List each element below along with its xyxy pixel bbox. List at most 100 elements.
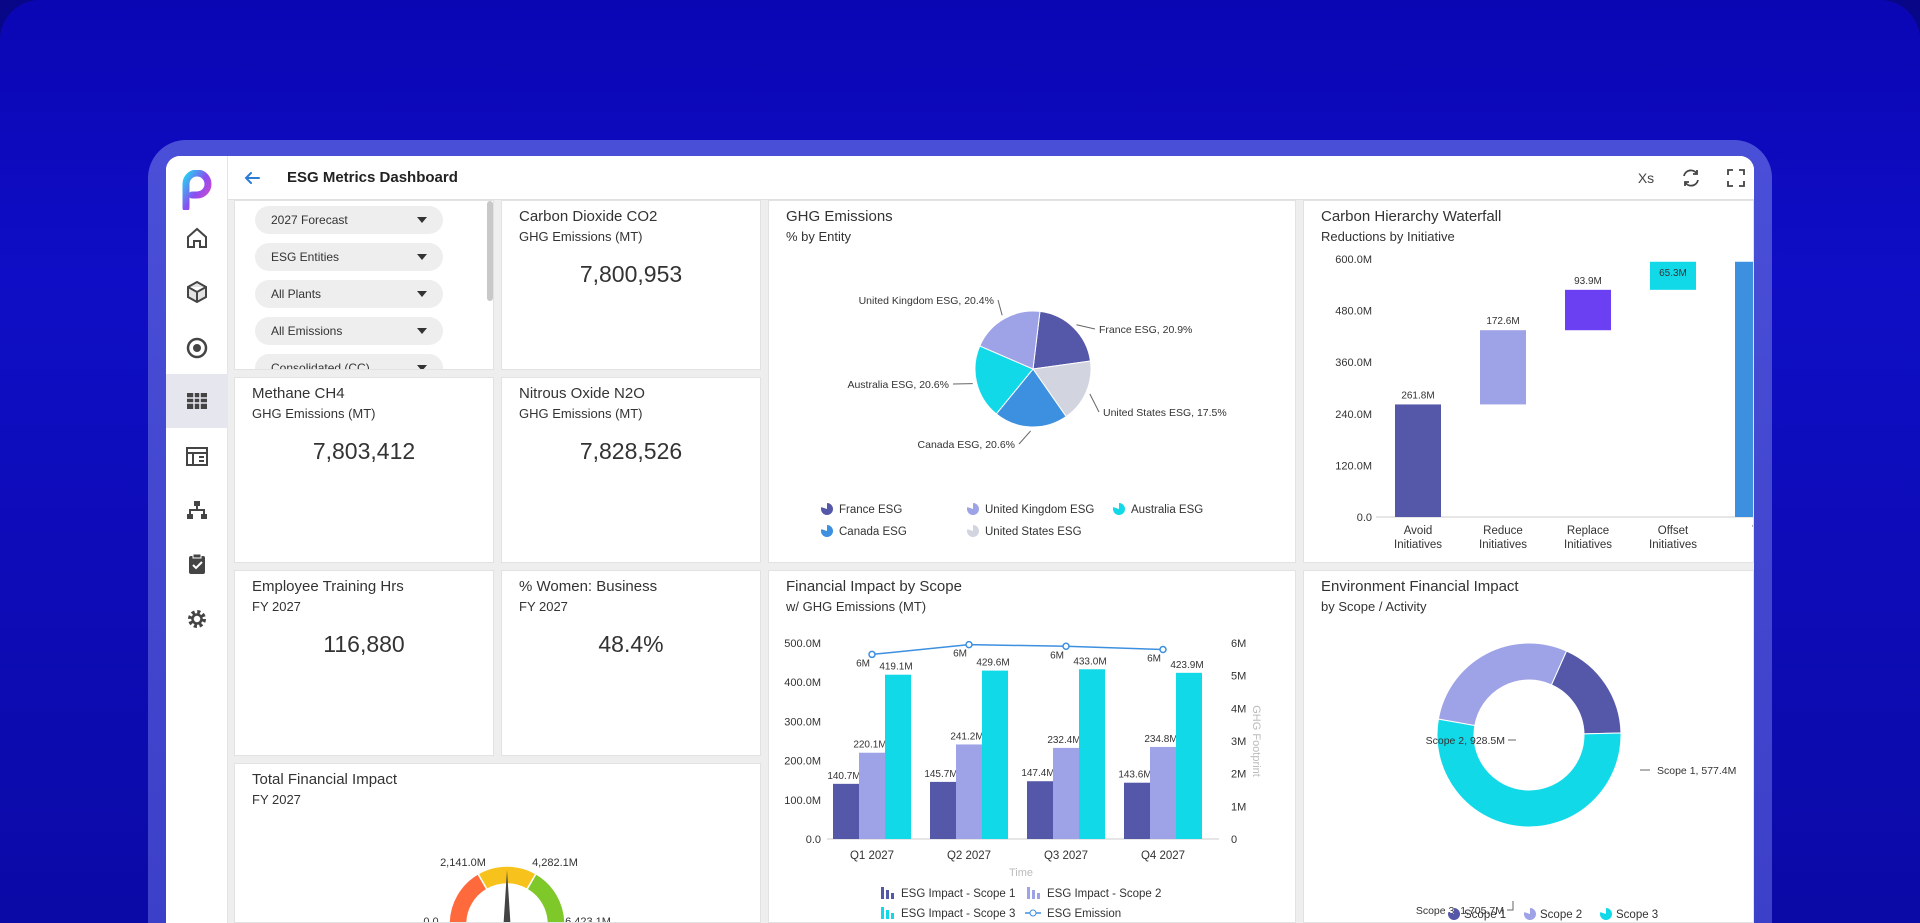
x-axis-tick-label: Initiatives [1649,539,1697,551]
sidebar-item-home[interactable] [166,211,228,265]
card-title: Methane CH4 [252,385,345,402]
card-title: GHG Emissions [786,208,893,225]
bar-value-label: 145.7M [924,769,957,780]
back-arrow-icon[interactable] [240,166,264,190]
pie-slice[interactable] [1032,360,1092,418]
waterfall-bar[interactable] [1735,261,1754,517]
sidebar-item-grid[interactable] [166,374,228,428]
filters-card: 2027 Forecast ESG Entities All Plants All E… [234,200,494,370]
waterfall-bar[interactable] [1650,261,1696,290]
sidebar [166,156,228,923]
filter-dropdown[interactable]: ESG Entities [255,243,443,271]
emission-line [871,643,1164,656]
y-axis-tick-label: 0.0 [806,834,821,846]
sidebar-item-target[interactable] [166,321,228,375]
building-icon [186,447,208,466]
gauge-needle [503,870,511,922]
legend-pie-icon [967,525,979,537]
pie-leader-line [1076,324,1096,330]
bar[interactable] [1079,669,1105,839]
gauge-band [448,872,489,922]
env-donut-chart: Scope 1, 577.4M Scope 3, 1,705.7M Scope 2,… [1416,642,1736,921]
donut-slice[interactable] [1550,650,1622,735]
app-logo[interactable] [182,170,212,210]
pie-slice-label: Canada ESG, 20.6% [918,439,1015,451]
bar[interactable] [1027,781,1053,839]
kpi-card-n2o: Nitrous Oxide N2O GHG Emissions (MT) 7,8… [501,377,761,563]
donut-slice[interactable] [1437,642,1568,727]
bar[interactable] [859,752,885,839]
waterfall-bar[interactable] [1395,404,1441,517]
bar[interactable] [930,781,956,839]
bar-value-label: 147.4M [1021,768,1054,779]
legend-pie-icon [1600,908,1612,920]
line-point[interactable] [965,640,973,649]
legend-line-point [1029,909,1037,917]
bar[interactable] [956,744,982,839]
chevron-down-icon [417,254,427,260]
card-subtitle: % by Entity [786,229,852,244]
donut-slice[interactable] [1436,718,1622,828]
app-window: ESG Metrics Dashboard Xs 2027 Forecast ES… [166,156,1754,923]
y2-axis-title: GHG Footprint [1250,705,1262,777]
pie-slice[interactable] [995,368,1067,428]
y-axis-tick-label: 300.0M [784,716,821,728]
line-value-label: 6M [1147,654,1161,665]
line-point[interactable] [1062,642,1070,651]
bar-value-label: 65.3M [1659,268,1687,279]
filter-dropdown[interactable]: All Emissions [255,317,443,345]
bar-value-label: 419.1M [879,662,912,673]
card-subtitle: w/ GHG Emissions (MT) [786,599,927,614]
sidebar-item-building[interactable] [166,429,228,483]
kpi-card-women: % Women: Business FY 2027 48.4% [501,570,761,756]
bar-value-label: 172.6M [1486,316,1519,327]
bar[interactable] [1053,747,1079,839]
gauge-tick-label: 2,141.0M [440,857,486,869]
card-subtitle: FY 2027 [519,599,568,614]
bar[interactable] [1124,782,1150,839]
env-impact-card: Environment Financial Impact by Scope / … [1303,570,1754,923]
card-title: Financial Impact by Scope [786,578,962,595]
card-title: Employee Training Hrs [252,578,404,595]
filter-dropdown[interactable]: 2027 Forecast [255,206,443,234]
fullscreen-icon[interactable] [1724,166,1748,190]
bar-value-label: 261.8M [1401,390,1434,401]
sidebar-item-gear[interactable] [166,592,228,646]
x-axis-tick-label: Q1 2027 [850,850,894,862]
y-axis-tick-label: 360.0M [1335,357,1372,369]
waterfall-bar[interactable] [1480,330,1526,405]
top-bar: ESG Metrics Dashboard Xs [228,156,1754,200]
legend-bar-icon [1027,887,1030,899]
sidebar-item-hierarchy[interactable] [166,483,228,537]
waterfall-bar[interactable] [1565,289,1611,331]
pie-slice[interactable] [979,310,1041,370]
hierarchy-icon [187,501,207,519]
legend-label: ESG Impact - Scope 3 [901,908,1015,920]
card-subtitle: FY 2027 [252,599,301,614]
donut-leader-line [1507,901,1514,911]
line-point[interactable] [1159,645,1167,654]
bar[interactable] [982,670,1008,839]
page-title: ESG Metrics Dashboard [287,169,458,186]
card-title: Environment Financial Impact [1321,578,1519,595]
refresh-icon[interactable] [1679,166,1703,190]
currency-icon[interactable]: Xs [1634,166,1658,190]
legend-label: ESG Emission [1047,908,1121,920]
card-title: Total Financial Impact [252,771,398,788]
bar[interactable] [833,783,859,839]
filters-scrollbar[interactable] [487,201,493,301]
x-axis-tick-label: Q2 2027 [947,850,991,862]
bar[interactable] [1176,672,1202,839]
bar[interactable] [885,674,911,839]
chevron-down-icon [417,217,427,223]
donut-slice-label: Scope 3, 1,705.7M [1416,905,1504,917]
sidebar-item-cube[interactable] [166,265,228,319]
financial-scope-chart: 0.0 100.0M 200.0M 300.0M 400.0M 500.0M 0 1M 2M 3M… [784,638,1262,920]
filter-dropdown[interactable]: Consolidated (CC) [255,354,443,369]
bar[interactable] [1150,746,1176,839]
legend-pie-icon [1448,908,1460,920]
pie-slice[interactable] [1032,310,1092,370]
filter-dropdown[interactable]: All Plants [255,280,443,308]
sidebar-item-clipboard[interactable] [166,537,228,591]
line-point[interactable] [868,650,876,659]
